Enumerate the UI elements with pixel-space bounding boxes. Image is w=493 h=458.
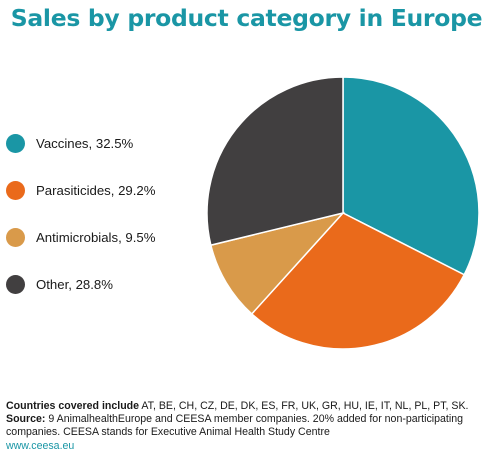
- legend-label-antimicrobials: Antimicrobials, 9.5%: [36, 229, 156, 245]
- chart-title: Sales by product category in Europe: [10, 4, 483, 32]
- pie-slice-vaccines: [342, 76, 480, 276]
- legend-item-other: Other, 28.8%: [6, 272, 155, 296]
- countries-note: Countries covered include AT, BE, CH, CZ…: [6, 400, 490, 413]
- source-note: Source: 9 AnimalhealthEurope and CEESA m…: [6, 413, 490, 439]
- legend: Vaccines, 32.5% Parasiticides, 29.2% Ant…: [6, 131, 155, 319]
- legend-swatch-parasiticides: [6, 180, 25, 200]
- legend-swatch-antimicrobials: [6, 227, 25, 247]
- countries-list: AT, BE, CH, CZ, DE, DK, ES, FR, UK, GR, …: [141, 400, 469, 412]
- footer: Countries covered include AT, BE, CH, CZ…: [6, 400, 490, 453]
- legend-item-antimicrobials: Antimicrobials, 9.5%: [6, 225, 155, 249]
- legend-label-parasiticides: Parasiticides, 29.2%: [36, 182, 156, 198]
- source-label: Source:: [6, 413, 46, 426]
- pie-slice-parasiticides: [250, 212, 466, 350]
- countries-label: Countries covered include: [6, 400, 140, 412]
- legend-label-other: Other, 28.8%: [36, 276, 113, 292]
- source-link[interactable]: www.ceesa.eu: [6, 439, 75, 452]
- legend-item-parasiticides: Parasiticides, 29.2%: [6, 178, 155, 202]
- legend-item-vaccines: Vaccines, 32.5%: [6, 131, 155, 155]
- legend-swatch-other: [6, 274, 25, 294]
- pie-slice-antimicrobials: [209, 211, 346, 315]
- legend-label-vaccines: Vaccines, 32.5%: [36, 135, 134, 151]
- legend-swatch-vaccines: [6, 133, 25, 153]
- source-text: 9 AnimalhealthEurope and CEESA member co…: [6, 413, 463, 439]
- pie-slice-other: [206, 76, 344, 247]
